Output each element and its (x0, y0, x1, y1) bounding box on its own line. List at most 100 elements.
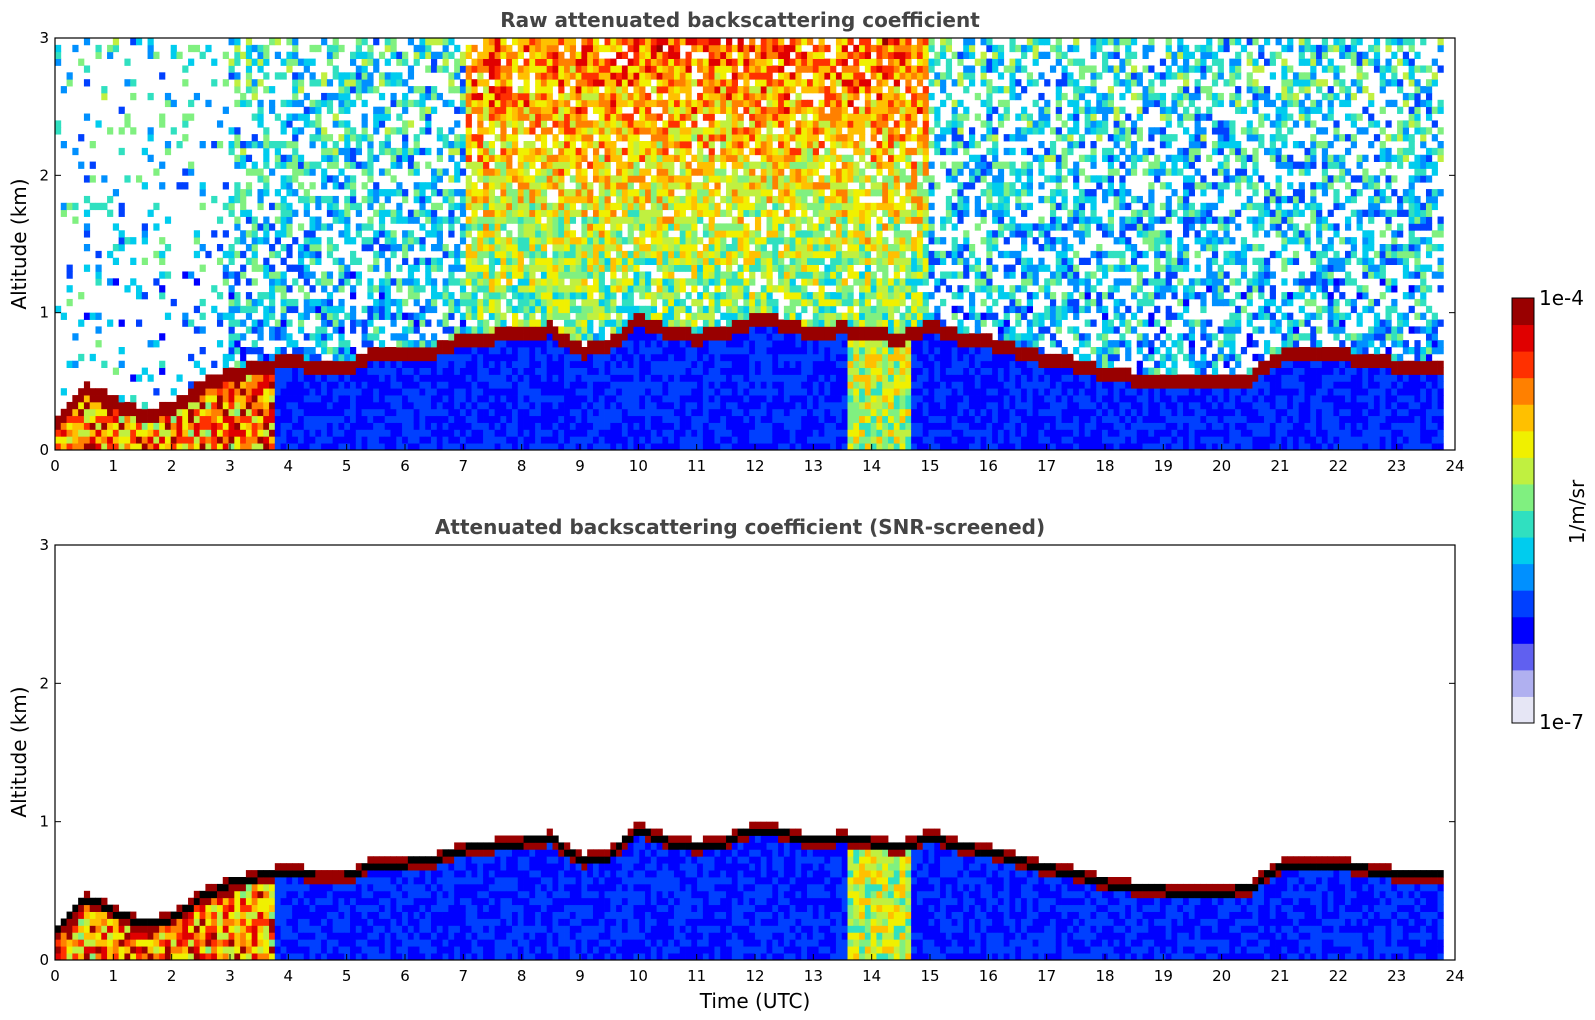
heatmap-cell (558, 154, 565, 162)
heatmap-cell (685, 237, 692, 245)
heatmap-cell (454, 429, 461, 437)
heatmap-cell (222, 429, 229, 437)
heatmap-cell (540, 401, 548, 410)
heatmap-cell (240, 436, 247, 444)
heatmap-cell (691, 333, 698, 341)
heatmap-cell (679, 381, 686, 389)
heatmap-cell (407, 374, 415, 382)
heatmap-cell (350, 79, 357, 87)
heatmap-cell (546, 202, 553, 211)
heatmap-cell (297, 182, 305, 190)
heatmap-cell (535, 422, 542, 430)
heatmap-cell (564, 429, 571, 437)
heatmap-cell (315, 202, 322, 211)
heatmap-cell (685, 244, 692, 252)
heatmap-cell (685, 51, 692, 59)
heatmap-cell (286, 99, 293, 108)
heatmap-cell (754, 195, 762, 204)
heatmap-cell (627, 353, 634, 362)
heatmap-cell (558, 209, 565, 217)
heatmap-cell (517, 347, 524, 355)
heatmap-cell (465, 408, 472, 417)
heatmap-cell (610, 175, 617, 183)
heatmap-cell (581, 72, 588, 80)
heatmap-cell (286, 51, 293, 59)
heatmap-cell (581, 360, 588, 368)
heatmap-cell (483, 154, 490, 162)
heatmap-cell (621, 134, 629, 142)
heatmap-cell (500, 333, 507, 341)
heatmap-cell (569, 367, 577, 375)
heatmap-cell (396, 353, 403, 362)
heatmap-cell (743, 353, 750, 362)
heatmap-cell (598, 367, 605, 375)
heatmap-cell (373, 264, 380, 272)
heatmap-cell (673, 367, 681, 375)
heatmap-cell (639, 326, 646, 334)
heatmap-cell (355, 79, 362, 87)
heatmap-cell (558, 120, 565, 128)
heatmap-cell (286, 415, 293, 423)
heatmap-cell (384, 168, 391, 176)
heatmap-cell (581, 292, 588, 300)
heatmap-cell (708, 244, 715, 252)
heatmap-cell (592, 395, 600, 403)
heatmap-cell (280, 415, 287, 423)
heatmap-cell (743, 264, 750, 272)
heatmap-cell (309, 44, 316, 53)
heatmap-cell (494, 72, 501, 80)
heatmap-cell (373, 237, 380, 245)
heatmap-cell (384, 134, 391, 142)
heatmap-cell (726, 86, 733, 94)
heatmap-cell (639, 38, 646, 46)
heatmap-cell (587, 44, 594, 53)
heatmap-cell (448, 415, 455, 423)
heatmap-cell (309, 237, 316, 245)
heatmap-cell (66, 429, 73, 437)
heatmap-cell (668, 223, 675, 231)
heatmap-cell (182, 395, 189, 403)
heatmap-cell (558, 79, 565, 87)
heatmap-cell (263, 257, 270, 265)
heatmap-cell (263, 292, 270, 300)
heatmap-cell (760, 340, 767, 348)
heatmap-cell (604, 250, 611, 259)
heatmap-cell (141, 429, 148, 437)
heatmap-cell (540, 422, 548, 430)
heatmap-cell (679, 202, 686, 211)
heatmap-cell (702, 202, 710, 211)
heatmap-cell (135, 415, 143, 423)
heatmap-cell (645, 312, 652, 320)
heatmap-cell (245, 388, 253, 396)
heatmap-cell (581, 223, 588, 231)
heatmap-cell (257, 374, 264, 382)
heatmap-cell (413, 436, 420, 444)
heatmap-cell (135, 429, 143, 437)
heatmap-cell (650, 223, 658, 231)
heatmap-cell (749, 326, 756, 334)
heatmap-cell (303, 381, 310, 389)
heatmap-cell (500, 127, 507, 135)
heatmap-cell (511, 113, 519, 121)
heatmap-cell (708, 401, 715, 410)
heatmap-cell (621, 271, 629, 279)
heatmap-cell (494, 237, 501, 245)
heatmap-cell (205, 395, 212, 403)
heatmap-cell (726, 250, 733, 259)
heatmap-cell (419, 347, 426, 355)
heatmap-cell (697, 127, 704, 135)
heatmap-cell (373, 250, 380, 259)
heatmap-cell (616, 278, 623, 286)
heatmap-cell (477, 415, 484, 423)
heatmap-cell (702, 429, 710, 437)
heatmap-cell (309, 271, 316, 279)
heatmap-cell (546, 147, 553, 156)
heatmap-cell (523, 408, 530, 417)
heatmap-cell (280, 319, 287, 327)
heatmap-cell (523, 237, 530, 245)
heatmap-cell (257, 106, 264, 114)
heatmap-cell (297, 347, 305, 355)
heatmap-cell (558, 230, 565, 238)
heatmap-cell (760, 326, 767, 334)
heatmap-cell (459, 230, 467, 238)
